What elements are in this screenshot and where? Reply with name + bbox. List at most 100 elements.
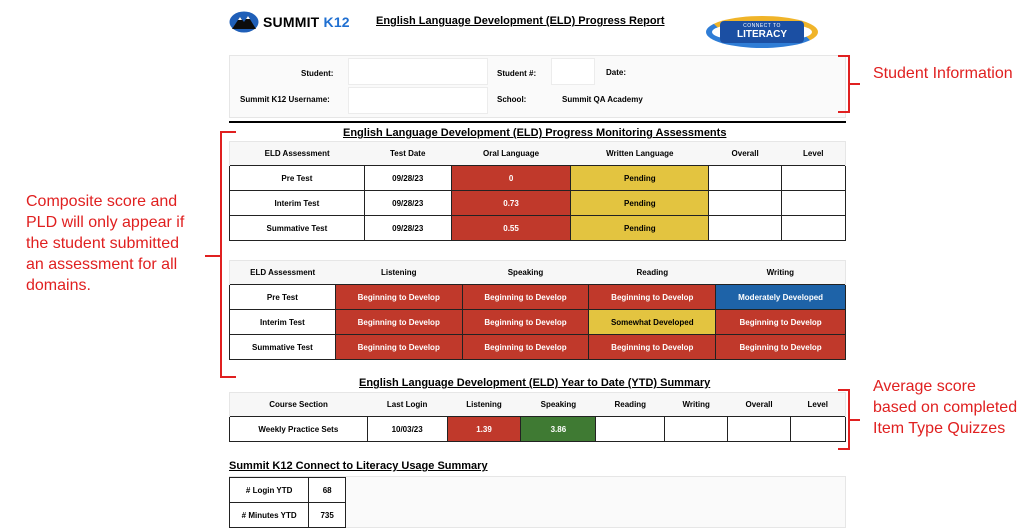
average-note: Average score based on completed Item Ty… [873,378,1018,437]
speaking-score: 3.86 [520,416,597,442]
listening-score: 1.39 [446,416,522,442]
writing-level: Beginning to Develop [715,334,846,360]
col-reading: Reading [595,392,665,417]
usage-label: # Login YTD [228,477,310,503]
written-status: Pending [570,190,710,216]
average-bracket [838,389,850,450]
date-value-cell [637,58,659,85]
student-number-label: Student #: [497,69,537,78]
usage-value: 735 [308,502,346,528]
school-label: School: [497,95,527,104]
assessment-name: Pre Test [229,165,365,191]
usage-table: # Login YTD 68 # Minutes YTD 735 [228,477,346,528]
listening-level: Beginning to Develop [334,284,463,310]
assessment-name: Summative Test [229,215,365,241]
col-eld-assessment: ELD Assessment [229,260,336,285]
col-writing: Writing [664,392,728,417]
student-label: Student: [301,69,334,78]
student-info-bracket [838,55,850,113]
overall-score [708,165,783,191]
oral-score: 0.73 [450,190,572,216]
course-section: Weekly Practice Sets [229,416,368,442]
reading-level: Beginning to Develop [588,284,717,310]
badge-ring-icon [706,16,818,48]
table-row: Interim Test Beginning to Develop Beginn… [229,309,846,335]
connect-to-literacy-logo: CONNECT TO LITERACY [706,12,818,52]
report-title: English Language Development (ELD) Progr… [376,15,665,27]
overall-score [708,215,783,241]
ytd-title: English Language Development (ELD) Year … [359,377,711,389]
username-value-cell [348,87,488,114]
col-listening: Listening [335,260,463,285]
reading-score [595,416,666,442]
date-label: Date: [606,68,627,77]
composite-bracket [220,131,236,378]
table-row: # Minutes YTD 735 [228,502,346,528]
level-value [790,416,846,442]
student-info-bracket-tick [850,83,860,85]
usage-value: 68 [308,477,346,503]
writing-score [664,416,729,442]
col-oral-language: Oral Language [451,141,571,166]
assessment-name: Interim Test [229,190,365,216]
logo-k12: K12 [323,14,350,30]
domain-header-row: ELD Assessment Listening Speaking Readin… [229,260,846,285]
speaking-level: Beginning to Develop [461,334,590,360]
level-value [781,215,846,241]
progress-monitoring-title: English Language Development (ELD) Progr… [343,127,727,139]
assessment-name: Interim Test [229,309,336,335]
col-overall: Overall [727,392,791,417]
col-test-date: Test Date [364,141,452,166]
student-info-note: Student Information [873,65,1013,82]
progress-monitoring-table: ELD Assessment Test Date Oral Language W… [229,141,846,241]
usage-label: # Minutes YTD [228,502,310,528]
overall-score [708,190,783,216]
student-number-cell [551,58,595,85]
written-status: Pending [570,165,710,191]
col-eld-assessment: ELD Assessment [229,141,365,166]
col-level: Level [781,141,846,166]
student-info-box: Student: Student #: Date: Summit K12 Use… [229,55,846,118]
average-bracket-tick [850,419,860,421]
listening-level: Beginning to Develop [334,309,463,335]
test-date: 09/28/23 [363,165,452,191]
section-divider [229,121,846,123]
mountain-logo-icon [229,11,259,33]
assessment-name: Summative Test [229,334,336,360]
oral-score: 0.55 [450,215,572,241]
last-login: 10/03/23 [366,416,448,442]
composite-bracket-tick [205,255,220,257]
col-overall: Overall [708,141,782,166]
test-date: 09/28/23 [363,215,452,241]
overall-score [727,416,792,442]
col-reading: Reading [588,260,716,285]
oral-score: 0 [450,165,572,191]
student-value-cell [348,58,488,85]
badge-line2: LITERACY [737,29,787,40]
table-row: Interim Test 09/28/23 0.73 Pending [229,190,846,216]
badge-plate: CONNECT TO LITERACY [720,21,804,43]
assessment-name: Pre Test [229,284,336,310]
col-listening: Listening [447,392,521,417]
school-value: Summit QA Academy [562,95,643,104]
col-course-section: Course Section [229,392,368,417]
progress-header-row: ELD Assessment Test Date Oral Language W… [229,141,846,166]
summit-k12-logo: SUMMIT K12 [229,10,350,34]
logo-summit: SUMMIT [263,14,320,30]
listening-level: Beginning to Develop [334,334,463,360]
username-label: Summit K12 Username: [240,95,330,104]
reading-level: Somewhat Developed [588,309,717,335]
composite-note: Composite score and PLD will only appear… [26,193,185,294]
col-written-language: Written Language [570,141,709,166]
reading-level: Beginning to Develop [588,334,717,360]
table-row: # Login YTD 68 [228,477,346,503]
col-speaking: Speaking [462,260,589,285]
ytd-table: Course Section Last Login Listening Spea… [229,392,846,442]
speaking-level: Beginning to Develop [461,309,590,335]
table-row: Weekly Practice Sets 10/03/23 1.39 3.86 [229,416,846,442]
domain-table: ELD Assessment Listening Speaking Readin… [229,260,846,360]
logo-wordmark: SUMMIT K12 [263,14,350,30]
level-value [781,190,846,216]
col-last-login: Last Login [367,392,448,417]
table-row: Summative Test 09/28/23 0.55 Pending [229,215,846,241]
